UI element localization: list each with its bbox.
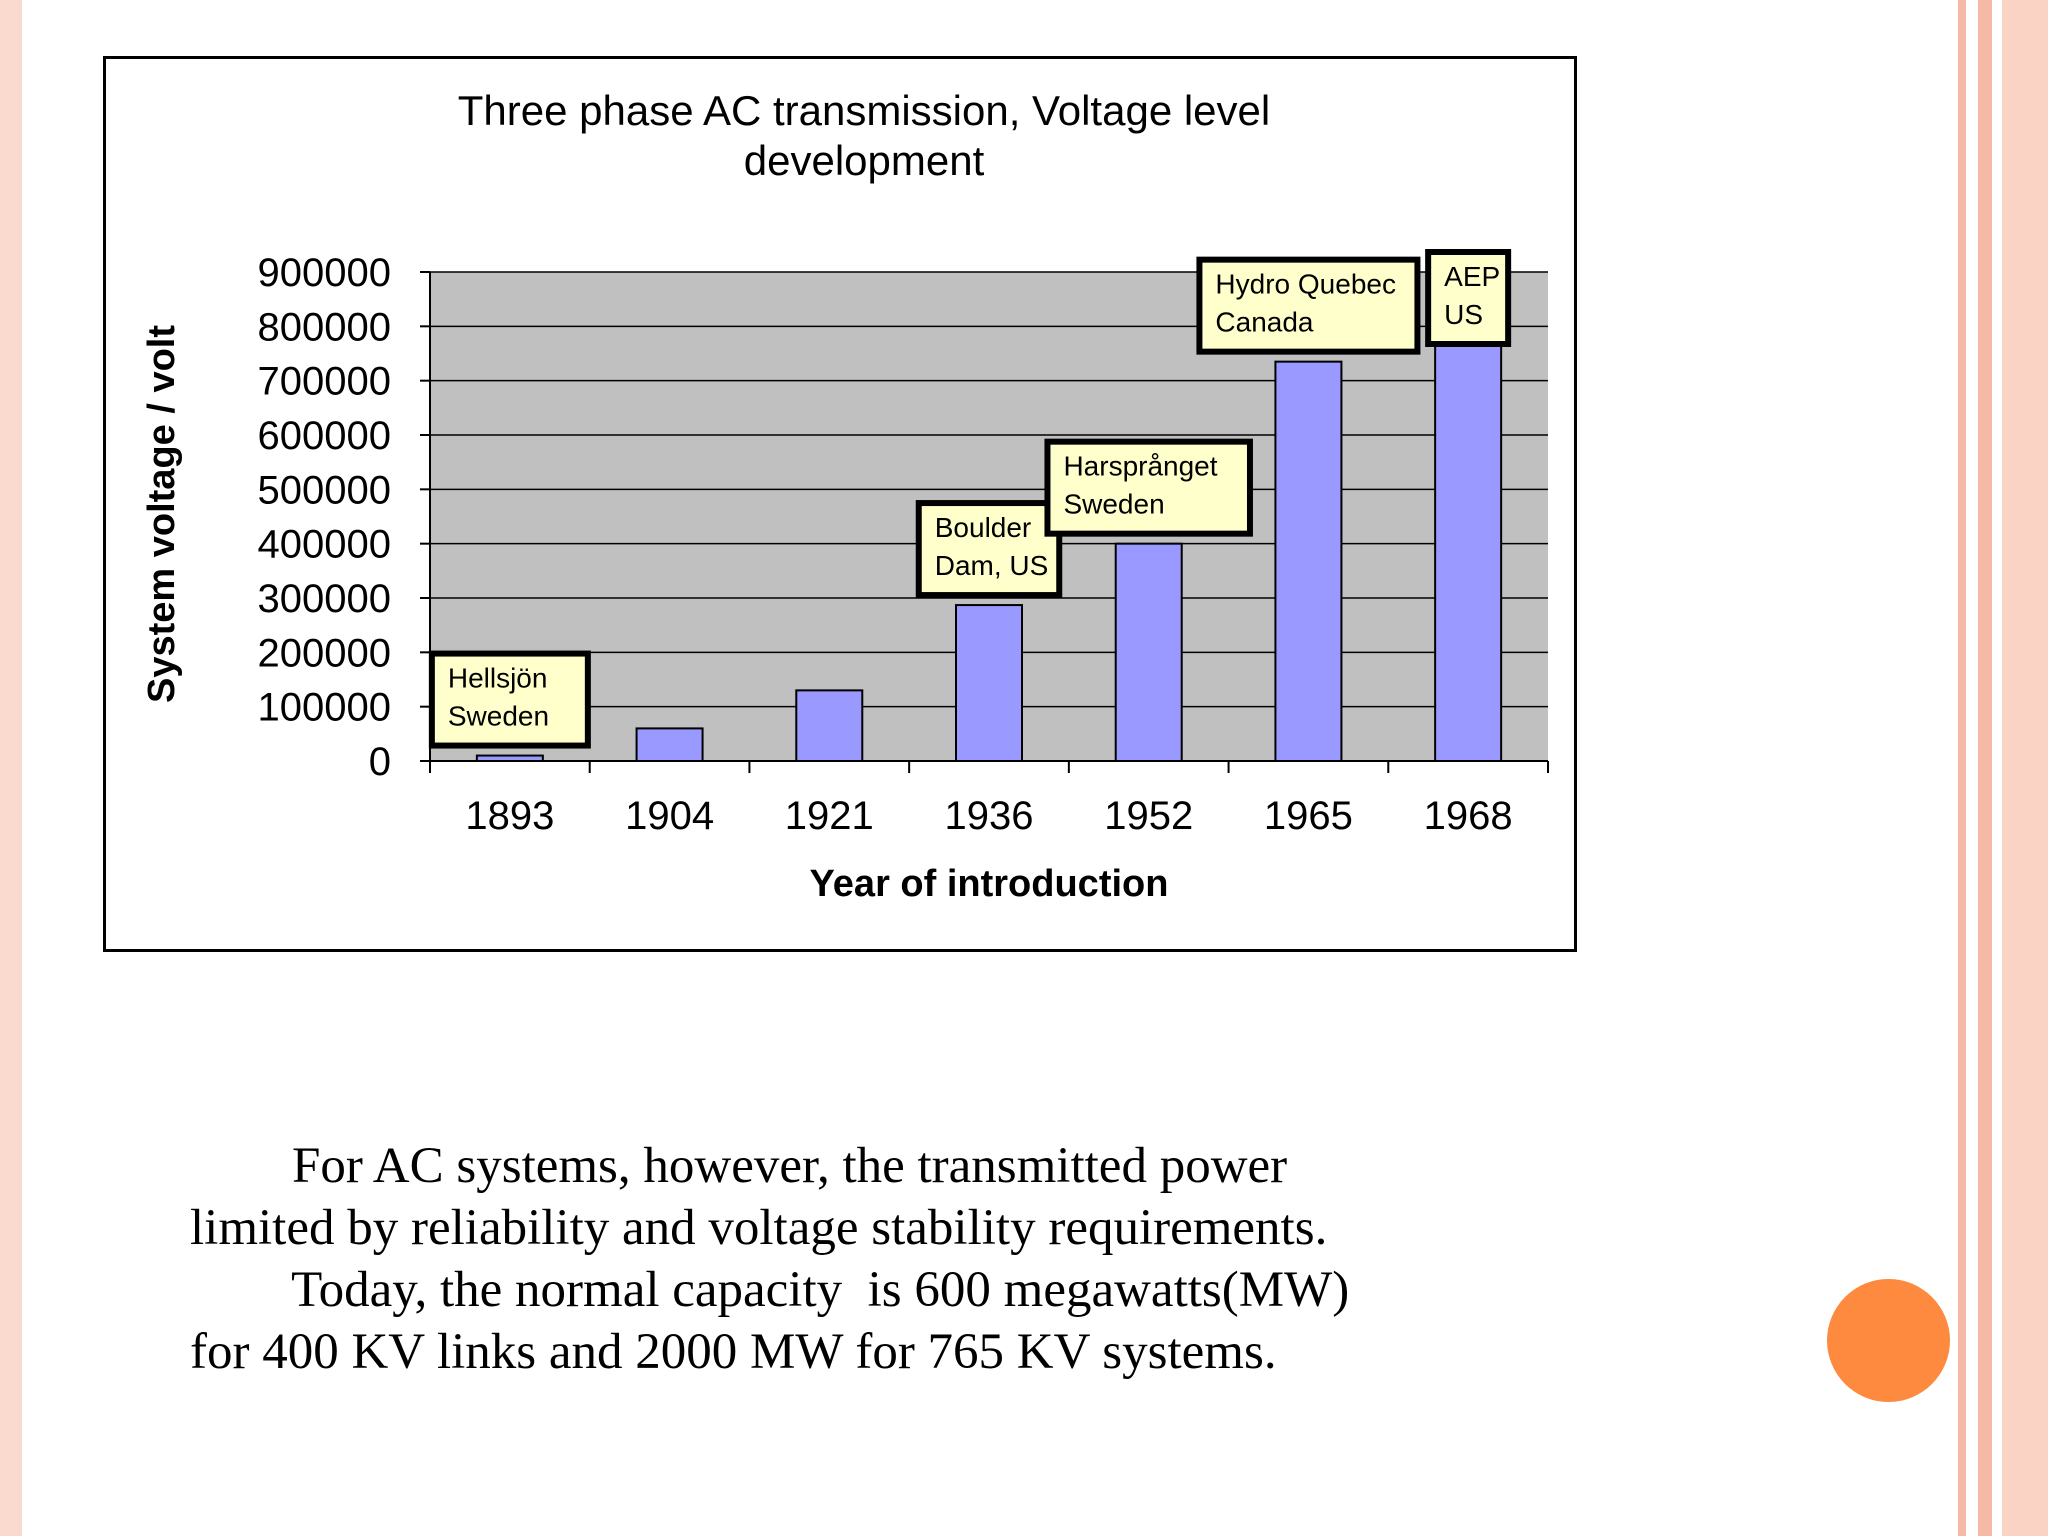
body-text-line: For AC systems, however, the transmitted… — [190, 1138, 1288, 1194]
y-tick-label: 900000 — [258, 251, 391, 295]
bullet-circle — [1827, 1279, 1950, 1402]
callout-box — [1044, 438, 1253, 537]
callout-label: Dam, US — [935, 550, 1049, 581]
body-text: For AC systems, however, the transmitted… — [190, 1135, 1590, 1383]
callout-box — [428, 650, 591, 749]
callout-label: Boulder — [935, 512, 1032, 543]
y-tick-label: 300000 — [258, 577, 391, 621]
callout-label: US — [1444, 299, 1483, 330]
x-axis-label: Year of introduction — [810, 863, 1169, 905]
y-tick-label: 400000 — [258, 523, 391, 567]
bar-1921 — [795, 689, 864, 762]
callout-label: Hydro Quebec — [1215, 269, 1396, 300]
decorative-stripe-right-b — [1978, 0, 1992, 1536]
decorative-stripe-right-c — [2002, 0, 2048, 1536]
callout-box — [915, 500, 1063, 599]
callout-label: Harsprånget — [1063, 451, 1217, 482]
bar-1893 — [475, 754, 544, 762]
callout-label: Canada — [1215, 307, 1314, 338]
x-tick-label: 1952 — [1104, 794, 1193, 838]
body-text-line: Today, the normal capacity is 600 megawa… — [190, 1262, 1350, 1318]
bar-1965 — [1274, 360, 1343, 762]
x-tick-label: 1893 — [465, 794, 554, 838]
chart-frame: Three phase AC transmission, Voltage lev… — [103, 56, 1577, 952]
bar-chart: Three phase AC transmission, Voltage lev… — [141, 87, 1549, 905]
body-text-line: limited by reliability and voltage stabi… — [190, 1200, 1328, 1256]
y-tick-label: 100000 — [258, 686, 391, 730]
callout-box — [1196, 256, 1421, 355]
x-tick-label: 1921 — [785, 794, 874, 838]
callout-label: Sweden — [448, 701, 549, 732]
callout-box — [1425, 249, 1512, 347]
x-tick-label: 1904 — [625, 794, 714, 838]
x-tick-label: 1968 — [1424, 794, 1513, 838]
bar-1952 — [1114, 542, 1183, 762]
y-tick-label: 0 — [369, 740, 391, 784]
chart-title-line: Three phase AC transmission, Voltage lev… — [458, 87, 1270, 134]
y-tick-label: 200000 — [258, 631, 391, 675]
callout-label: AEP — [1444, 261, 1500, 292]
y-axis-label: System voltage / volt — [141, 325, 183, 703]
callout-label: Sweden — [1063, 489, 1164, 520]
x-tick-label: 1936 — [945, 794, 1034, 838]
decorative-stripe-left — [0, 0, 22, 1536]
bar-1968 — [1434, 344, 1503, 762]
x-tick-label: 1965 — [1264, 794, 1353, 838]
y-tick-label: 600000 — [258, 414, 391, 458]
bar-1936 — [955, 604, 1023, 763]
bar-1904 — [635, 727, 704, 763]
callout-label: Hellsjön — [448, 663, 548, 694]
y-tick-label: 700000 — [258, 360, 391, 404]
body-text-line: for 400 KV links and 2000 MW for 765 KV … — [190, 1324, 1277, 1380]
y-tick-label: 500000 — [258, 468, 391, 512]
decorative-stripe-right-a — [1958, 0, 1966, 1536]
y-tick-label: 800000 — [258, 305, 391, 349]
chart-title-line: development — [744, 137, 985, 184]
